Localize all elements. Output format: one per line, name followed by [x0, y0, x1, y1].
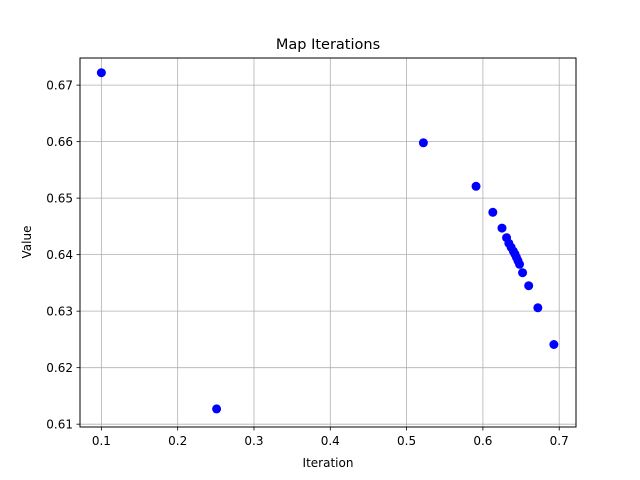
data-point — [515, 259, 525, 269]
axis-ticks: 0.1 0.2 0.3 0.4 0.5 0.6 0.7 0.61 0.62 0.63 0.64 0.6… — [46, 78, 568, 448]
plot-area-frame — [79, 57, 577, 428]
x-tick-label: 0.4 — [321, 434, 340, 448]
y-tick-label: 0.67 — [46, 78, 73, 92]
y-tick-label: 0.64 — [46, 248, 73, 262]
y-tick-label: 0.61 — [46, 417, 73, 431]
data-point — [96, 68, 106, 78]
y-tick-label: 0.65 — [46, 191, 73, 205]
x-tick-label: 0.5 — [397, 434, 416, 448]
y-tick-label: 0.66 — [46, 135, 73, 149]
data-point — [497, 223, 507, 233]
data-point — [418, 138, 428, 148]
data-point — [488, 207, 498, 217]
data-points — [96, 68, 559, 414]
data-point — [518, 268, 528, 278]
grid-lines — [80, 58, 576, 427]
x-tick-label: 0.3 — [244, 434, 263, 448]
x-tick-label: 0.1 — [92, 434, 111, 448]
data-point — [524, 281, 534, 291]
data-point — [533, 303, 543, 313]
x-tick-label: 0.7 — [550, 434, 569, 448]
x-tick-label: 0.6 — [473, 434, 492, 448]
data-point — [212, 404, 222, 414]
data-point — [549, 339, 559, 349]
y-axis-label: Value — [20, 226, 34, 259]
data-point — [471, 181, 481, 191]
chart-title: Map Iterations — [276, 37, 380, 53]
x-axis-label: Iteration — [303, 456, 354, 470]
x-tick-label: 0.2 — [168, 434, 187, 448]
y-tick-label: 0.62 — [46, 361, 73, 375]
y-tick-label: 0.63 — [46, 304, 73, 318]
